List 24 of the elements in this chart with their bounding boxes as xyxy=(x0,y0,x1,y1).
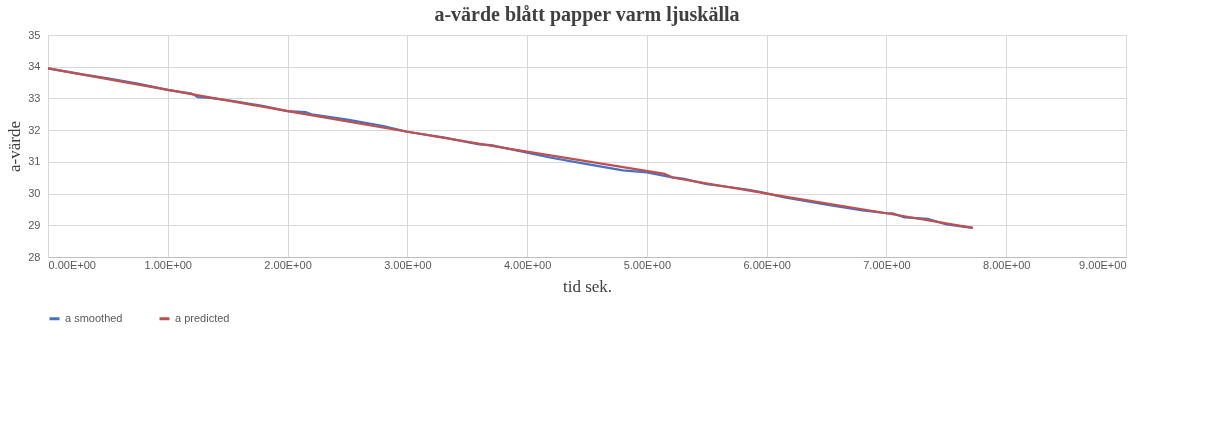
x-tick-label: 3.00E+00 xyxy=(384,258,432,271)
y-tick-label: 32 xyxy=(28,123,41,136)
x-tick-label: 1.00E+00 xyxy=(144,258,192,271)
y-tick-label: 29 xyxy=(28,218,41,231)
x-tick-label: 6.00E+00 xyxy=(743,258,791,271)
y-tick-label: 30 xyxy=(28,187,41,200)
y-tick-label: 31 xyxy=(28,155,41,168)
x-tick-label: 7.00E+00 xyxy=(863,258,911,271)
legend-label: a predicted xyxy=(175,311,230,324)
y-tick-label: 34 xyxy=(28,60,41,73)
x-tick-label: 4.00E+00 xyxy=(503,258,552,271)
x-tick-label: 2.00E+00 xyxy=(264,258,312,271)
x-tick-label: 8.00E+00 xyxy=(983,258,1031,271)
chart-title: a-värde blått papper varm ljuskälla xyxy=(434,3,740,26)
line-series xyxy=(46,67,974,229)
y-tick-label: 28 xyxy=(28,250,41,263)
y-axis-title: a-värde xyxy=(5,121,25,172)
legend-label: a smoothed xyxy=(65,311,123,324)
x-tick-label: 0.00E+00 xyxy=(48,258,96,271)
x-tick-label: 5.00E+00 xyxy=(623,258,672,271)
x-tick-label: 9.00E+00 xyxy=(1079,258,1127,271)
x-axis-title: tid sek. xyxy=(562,276,613,296)
y-tick-label: 33 xyxy=(28,91,41,104)
y-tick-label: 35 xyxy=(28,28,41,41)
